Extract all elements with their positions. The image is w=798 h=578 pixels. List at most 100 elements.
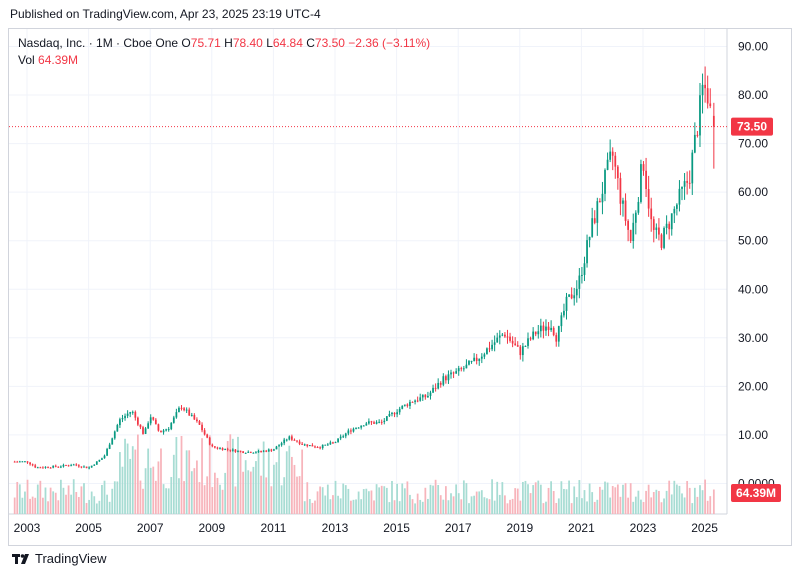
- volume-bar: [593, 501, 596, 514]
- candle-body: [675, 204, 678, 209]
- volume-bar: [285, 451, 288, 514]
- volume-bar: [293, 464, 296, 514]
- candle-body: [270, 449, 273, 451]
- volume-bar: [196, 460, 198, 514]
- x-tick-label: 2009: [198, 521, 225, 535]
- x-tick-label: 2011: [260, 521, 286, 535]
- candle-body: [545, 326, 547, 331]
- candle-body: [575, 288, 578, 296]
- volume-bar: [198, 482, 201, 514]
- volume-bar: [483, 497, 486, 514]
- candle-body: [95, 461, 98, 465]
- volume-bar: [424, 487, 427, 514]
- tradingview-brand: TradingView: [35, 551, 107, 566]
- volume-bar: [321, 487, 324, 514]
- volume-bar: [427, 498, 429, 514]
- candle-body: [565, 296, 568, 311]
- candle-body: [175, 412, 178, 418]
- candle-body: [113, 431, 116, 439]
- candle-body: [65, 464, 67, 466]
- candle-body: [77, 465, 80, 467]
- candle-body: [44, 466, 47, 468]
- candle-body: [196, 419, 198, 422]
- volume-bar: [278, 445, 280, 514]
- candle-body: [660, 234, 663, 248]
- volume-bar: [706, 500, 709, 514]
- candle-body: [337, 438, 339, 443]
- candle-body: [375, 422, 378, 424]
- candle-body: [593, 218, 596, 223]
- candle-body: [54, 465, 57, 467]
- volume-bar: [524, 480, 527, 514]
- candle-body: [598, 201, 601, 203]
- volume-bar: [516, 488, 519, 514]
- volume-bar: [511, 498, 514, 514]
- candle-body: [339, 436, 342, 439]
- volume-bar: [242, 471, 244, 514]
- volume-bar: [560, 481, 563, 514]
- volume-bar: [106, 494, 108, 514]
- candle-body: [131, 411, 134, 413]
- candle-body: [273, 449, 275, 451]
- candle-body: [488, 348, 491, 350]
- volume-bar: [211, 487, 214, 514]
- volume-bar: [262, 441, 265, 514]
- volume-bar: [267, 449, 270, 514]
- volume-bar: [298, 476, 301, 514]
- candle-body: [237, 450, 239, 452]
- candle-body: [31, 464, 34, 466]
- candle-body: [373, 422, 375, 424]
- candle-body: [527, 338, 529, 346]
- volume-bar: [224, 472, 227, 514]
- volume-bar: [47, 501, 49, 514]
- volume-bar: [134, 449, 137, 514]
- volume-bar: [244, 460, 247, 514]
- candle-body: [160, 430, 162, 433]
- candle-body: [293, 439, 296, 441]
- x-tick-label: 2005: [75, 521, 102, 535]
- volume-bar: [480, 490, 483, 514]
- volume-bar: [383, 486, 386, 514]
- candle-body: [401, 405, 404, 409]
- candle-body: [424, 394, 427, 398]
- footer-brand[interactable]: TradingView: [12, 551, 107, 566]
- candle-body: [370, 421, 373, 423]
- volume-bar: [185, 450, 188, 514]
- candle-body: [365, 423, 368, 426]
- volume-bar: [119, 452, 121, 514]
- candle-body: [139, 424, 142, 428]
- y-tick-label: 70.00: [738, 137, 768, 151]
- volume-bar: [31, 496, 34, 514]
- candle-body: [578, 275, 581, 289]
- candle-body: [352, 428, 355, 432]
- volume-bar: [42, 497, 44, 514]
- price-axis: 90.00 80.00 70.00 60.00 50.00 40.00 30.00 20.00…: [738, 40, 775, 491]
- candle-body: [655, 227, 658, 230]
- candle-body: [101, 458, 103, 460]
- candle-body: [462, 368, 465, 370]
- candle-body: [696, 134, 699, 136]
- candle-body: [496, 337, 499, 343]
- volume-bar: [183, 481, 185, 514]
- candle-body: [501, 334, 504, 336]
- candle-body: [632, 222, 635, 242]
- candle-body: [511, 340, 514, 344]
- volume-value: 64.39M: [38, 53, 79, 67]
- symbol-label[interactable]: Nasdaq, Inc. · 1M · Cboe One: [18, 36, 179, 50]
- volume-bar: [167, 488, 170, 514]
- x-tick-label: 2003: [14, 521, 41, 535]
- candle-body: [283, 439, 286, 444]
- volume-bar: [398, 501, 401, 514]
- candle-body: [198, 421, 201, 425]
- candle-body: [391, 412, 393, 415]
- candle-body: [419, 397, 422, 401]
- candle-body: [239, 450, 242, 452]
- candle-body: [681, 186, 683, 189]
- candle-body: [647, 189, 650, 209]
- volume-bar: [370, 490, 373, 514]
- volume-bar: [504, 495, 506, 514]
- volume-bar: [344, 485, 347, 514]
- volume-bar: [606, 482, 609, 514]
- candle-body: [72, 464, 75, 466]
